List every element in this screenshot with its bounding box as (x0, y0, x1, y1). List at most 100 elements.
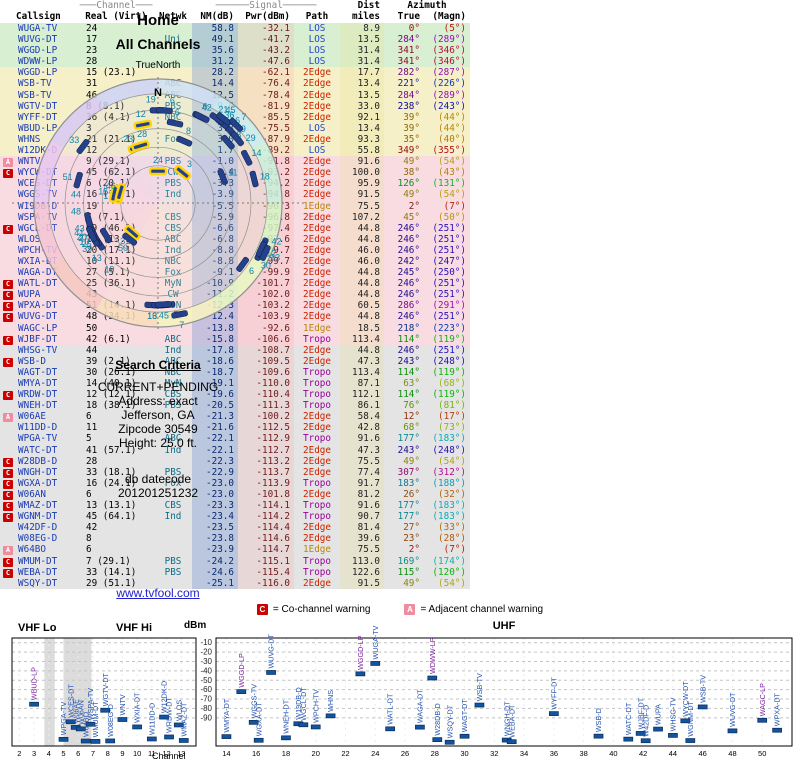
cell-dist: 13.5 (340, 34, 384, 46)
cell-az-true: 242° (397, 255, 420, 267)
cell-az-magn: (119°) (432, 366, 466, 378)
table-row: WATC-DT 41 (57.1) Ind -22.1 -112.7 2Edge 47.3 2… (0, 444, 470, 456)
cell-channel: 45 (64.1) (86, 511, 137, 523)
cell-az-true: 39° (403, 122, 420, 134)
station-callsign-label: WYFF-DT (550, 677, 559, 710)
station-signal-tick (253, 737, 264, 743)
radar-sector (34, 141, 64, 203)
radar-sector (159, 204, 253, 298)
cell-nm: -23.8 (192, 533, 238, 545)
cell-channel: 46 (86, 89, 98, 101)
table-row: WMYA-DT 14 (40.1) MyN -19.1 -110.0 Tropo 87.1 6… (0, 378, 470, 390)
cell-nm: -10.9 (192, 278, 238, 290)
radar-channel-label: 44 (71, 189, 81, 199)
db-datecode-value: 201201251232 (117, 486, 199, 500)
radar-channel-label: 23 (123, 134, 133, 144)
cell-network (154, 522, 192, 533)
cell-nm: -9.1 (192, 267, 238, 279)
radar-channel-label: 30 (261, 260, 271, 270)
table-row: C WGNM-DT 45 (64.1) Ind -23.4 -114.2 Tropo 90.7… (0, 511, 470, 523)
cell-pwr: -109.6 (238, 366, 294, 378)
radar-channel-label: 15 (98, 186, 108, 196)
cell-dist: 44.8 (340, 233, 384, 245)
table-row: C WEBA-DT 33 (14.1) PBS -24.6 -115.4 Tropo 122.… (0, 566, 470, 578)
station-signal-tick (653, 726, 663, 732)
station-callsign-label: WMYA-DT (222, 698, 231, 732)
cell-nm: 58.8 (192, 23, 238, 35)
search-criteria-line: CURRENT+PENDING (97, 380, 219, 394)
dbm-tick-label: -20 (200, 648, 212, 657)
cell-pwr: -43.2 (238, 45, 294, 57)
table-row: WUVG-DT 17 Uni 49.1 -41.7 LOS 13.5 284° (289°) (0, 34, 470, 46)
station-signal-tick (117, 717, 128, 722)
radar-channel-label: 45 (225, 105, 235, 115)
station-callsign-label: WNTV (118, 694, 127, 715)
radar-pointer (249, 170, 259, 188)
co-channel-warning-icon: C (3, 479, 13, 489)
cell-callsign: WGXA-DT (18, 477, 58, 489)
cell-path: Tropo (303, 511, 331, 523)
cell-network: PBS (164, 100, 182, 112)
cell-az-true: 341° (397, 45, 420, 57)
table-row: WPGA-TV 5 ABC -22.1 -112.9 Tropo 91.6 177° (183°… (0, 433, 470, 445)
cell-az-true: 27° (403, 522, 420, 534)
radar-channel-label: 51 (63, 172, 73, 182)
station-signal-tick (298, 722, 309, 728)
group-azimuth: Azimuth (407, 0, 447, 11)
cell-az-magn: (81°) (438, 400, 466, 412)
cell-path: 2Edge (303, 289, 331, 301)
co-channel-warning-icon: C (3, 224, 13, 234)
cell-network (154, 533, 192, 544)
table-row: W11DD-D 11 -21.6 -112.5 2Edge 42.8 68° (73°) (0, 422, 470, 434)
cell-nm: -23.5 (192, 522, 238, 534)
table-row: WAGT-DT 30 (26.1) NBC -18.7 -109.6 Tropo 113.4… (0, 366, 470, 378)
cell-warning: C (0, 489, 16, 500)
radar-channel-label: 6 (249, 266, 254, 276)
channel-tick-label: 46 (699, 749, 707, 758)
radar-pointer-bar-highlighted (148, 167, 168, 176)
cell-callsign: WAGC-LP (18, 322, 58, 334)
station-callsign-label: WRDW-DT (165, 697, 174, 733)
cell-az-magn: (250°) (432, 267, 466, 279)
cell-az-true: 183° (397, 477, 420, 489)
station-signal-tick (159, 714, 169, 720)
channel-tick-label: 6 (76, 749, 80, 758)
dbm-tick-label: -50 (200, 676, 212, 685)
cell-callsign: W06AN (18, 488, 46, 500)
cell-network: Ind (164, 344, 182, 356)
radar-channel-label: 29 (246, 133, 256, 143)
radar-pointer-bar (99, 227, 113, 244)
table-row: C WRDW-DT 12 (12.1) CBS -19.6 -110.4 Tropo 112.… (0, 389, 470, 401)
cell-callsign: WGGD-LP (18, 45, 58, 57)
radar-pointer (221, 134, 235, 150)
cell-nm: -21.6 (192, 422, 238, 434)
cell-callsign: WLOS (18, 233, 41, 245)
station-signal-tick (474, 702, 485, 708)
cell-dist: 92.1 (340, 111, 384, 123)
radar-channel-label: 16 (147, 311, 157, 321)
station-callsign-label: WSB-TV (475, 673, 484, 701)
cell-path: 2Edge (303, 156, 331, 168)
cell-pwr: -113.2 (238, 455, 294, 467)
table-column-header: Callsign Real (Virt) Netwk NM(dB) Pwr(dB… (0, 11, 470, 23)
radar-pointer (216, 112, 232, 126)
channel-tick-label: 10 (133, 749, 141, 758)
cell-channel: 13 (13.1) (86, 500, 137, 512)
station-callsign-label: WJBF-DT (636, 697, 645, 729)
cell-path: Tropo (303, 433, 331, 445)
station-callsign-label: WMUM-DT (91, 701, 100, 738)
channel-tick-label: 26 (401, 749, 409, 758)
cell-pwr: -103.2 (238, 300, 294, 312)
cell-path: 2Edge (303, 344, 331, 356)
station-callsign-label: WMAZ-DT (179, 702, 188, 737)
vhf-lo-label: VHF Lo (18, 622, 57, 634)
cell-az-true: 341° (397, 56, 420, 68)
cell-nm: -23.0 (192, 488, 238, 501)
radar-channel-label: 6 (170, 95, 175, 105)
cell-az-magn: (183°) (432, 433, 466, 445)
tvfool-link[interactable]: www.tvfool.com (116, 586, 200, 600)
cell-network: CBS (164, 222, 182, 234)
cell-dist: 75.5 (340, 544, 384, 556)
cell-pwr: -81.9 (238, 100, 294, 112)
table-row: WSQY-DT 29 (51.1) -25.1 -116.0 2Edge 91.5 49° (… (0, 577, 470, 589)
